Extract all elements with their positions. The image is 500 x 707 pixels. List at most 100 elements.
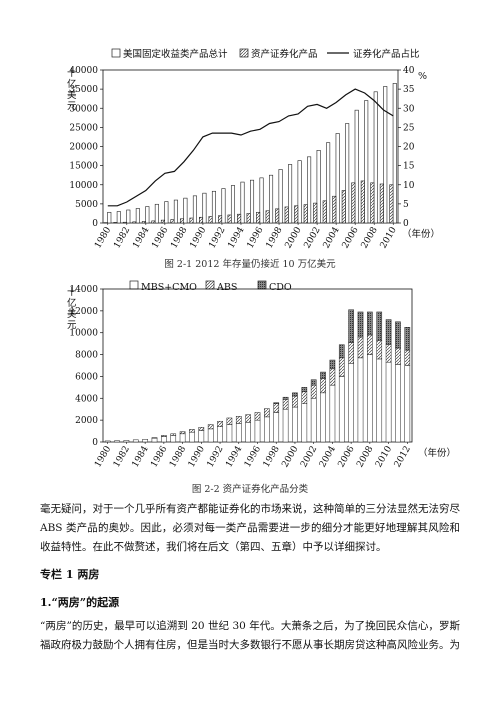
chart2-bar-abs: [179, 431, 186, 435]
chart1-bar-total: [297, 160, 302, 224]
chart2-bar-cdo: [357, 311, 364, 338]
chart1-bar-total: [145, 206, 150, 224]
chart1-bar-securitized: [141, 221, 146, 224]
chart1-bar-total: [335, 133, 340, 224]
chart1-bar-securitized: [256, 211, 261, 224]
chart2-bar-mbs-cmo: [189, 431, 195, 443]
chart2-bar-abs: [367, 334, 373, 355]
chart1-xtick-label: 2004: [322, 225, 342, 250]
body-paragraph-1: 毫无疑问，对于一个几乎所有资产都能证券化的市场来说，这种简单的三分法显然无法穷尽…: [40, 503, 460, 553]
chart1-xtick-label: 1988: [169, 225, 189, 250]
chart1-bar-total: [221, 188, 226, 224]
chart1-bar-total: [326, 142, 331, 224]
chart2-bar-abs: [292, 395, 298, 408]
chart2-bar-abs: [170, 433, 177, 436]
body-paragraph-2: “两房”的历史，最早可以追溯到 20 世纪 30 年代。大萧条之后，为了挽回民众…: [40, 620, 460, 651]
chart1-bar-total: [230, 185, 236, 224]
chart1-xtick-label: 2002: [303, 226, 323, 251]
chart2-bar-mbs-cmo: [179, 433, 186, 443]
chart1-xtick-label: 1986: [150, 225, 170, 250]
chart2-bar-cdo: [395, 321, 401, 349]
chart2-bar-abs: [320, 378, 326, 394]
chart1-xtick-label: 1982: [112, 226, 132, 251]
chart2-legend-cdo-swatch: [257, 280, 267, 290]
chart2-bars: [104, 309, 411, 443]
chart1-line: [107, 88, 394, 207]
chart2-bar-cdo: [338, 344, 345, 359]
chart2-bar-mbs-cmo: [142, 439, 148, 443]
chart1-bar-total: [154, 203, 159, 224]
chart2-bar-mbs-cmo: [338, 376, 345, 443]
chart1-bar-securitized: [284, 206, 289, 224]
chart1-xtick-label: 2008: [360, 225, 380, 250]
chart1-y2tick-label: 35: [403, 85, 415, 95]
figure-caption-1: 图 2-1 2012 年存量仍接近 10 万亿美元: [164, 259, 336, 270]
chart1-bar-securitized: [246, 213, 251, 224]
chart1-xtick-label: 1980: [93, 225, 113, 250]
chart2-bar-mbs-cmo: [114, 440, 120, 443]
chart1-xlabel: （年份）: [402, 228, 440, 240]
chart1-bar-total: [354, 109, 359, 224]
chart1-bar-securitized: [113, 222, 118, 224]
chart1-bar-total: [135, 208, 140, 224]
chart2-bar-mbs-cmo: [385, 361, 392, 443]
chart2-bar-mbs-cmo: [198, 430, 205, 443]
chart-securitization-categories: MBS+CMO ABS CDO 0 2000 4000 6000 8000 10000 1200…: [67, 280, 456, 470]
chart1-ytick-label: 25000: [69, 123, 98, 133]
chart1-bar-total: [126, 209, 131, 224]
chart1-bar-securitized: [132, 221, 137, 224]
chart1-xtick-label: 1998: [265, 225, 285, 250]
chart2-bar-mbs-cmo: [310, 398, 317, 443]
chart2-bar-abs: [357, 336, 364, 359]
chart2-ytick-label: 14000: [69, 285, 98, 295]
chart1-bar-total: [364, 100, 369, 224]
chart2-bar-abs: [207, 424, 214, 430]
chart1-bar-securitized: [379, 183, 384, 224]
chart2-bar-abs: [245, 414, 251, 423]
chart1-legend-securitized: 资产证券化产品: [251, 48, 318, 60]
chart1-ytick-label: 10000: [69, 181, 98, 191]
chart2-bar-abs: [310, 384, 317, 399]
chart2-ytick-label: 10000: [69, 329, 98, 339]
chart1-bar-securitized: [303, 204, 308, 224]
chart2-bar-abs: [198, 426, 205, 431]
chart1-bar-securitized: [389, 184, 394, 224]
chart2-bar-abs: [376, 340, 383, 360]
chart2-legend-mbs-cmo: MBS+CMO: [141, 282, 197, 293]
sidebar-heading: 专栏 1 两房: [40, 568, 100, 581]
chart1-y2tick-label: 5: [403, 200, 409, 210]
section-heading: 1.“两房”的起源: [40, 596, 120, 609]
chart1-ytick-label: 35000: [69, 85, 98, 95]
chart1-bar-securitized: [265, 210, 270, 224]
chart1-bar-total: [392, 83, 397, 224]
chart2-bar-abs: [264, 408, 270, 418]
chart1-bar-securitized: [370, 182, 375, 224]
chart2-bar-mbs-cmo: [320, 392, 326, 443]
chart1-bar-total: [240, 181, 245, 224]
chart2-bar-mbs-cmo: [226, 424, 233, 443]
chart2-bar-cdo: [404, 327, 411, 351]
chart1-bar-securitized: [179, 218, 184, 224]
chart2-bar-abs: [161, 435, 167, 437]
chart2-bar-mbs-cmo: [357, 357, 364, 443]
chart1-y2tick-label: 40: [403, 66, 415, 76]
chart2-xtick-label: 2002: [299, 445, 319, 470]
chart1-ytick-label: 0: [92, 219, 98, 229]
chart1-bar-total: [183, 197, 188, 224]
chart1-bar-total: [288, 164, 293, 224]
chart1-legend-swatch-securitized: [239, 48, 249, 58]
chart1-bar-securitized: [227, 214, 232, 224]
chart2-bar-mbs-cmo: [151, 437, 158, 443]
chart2-bar-mbs-cmo: [170, 435, 177, 443]
chart2-bar-cdo: [320, 371, 326, 379]
chart1-y2tick-label: 0: [403, 219, 409, 229]
chart1-ytick-label: 40000: [69, 66, 98, 76]
chart2-bar-mbs-cmo: [292, 406, 298, 443]
chart1-ytick-label: 15000: [69, 162, 98, 172]
chart2-bar-cdo: [329, 359, 336, 370]
chart2-bar-abs: [395, 347, 401, 365]
chart1-bar-securitized: [199, 216, 204, 224]
chart1-bar-securitized: [275, 208, 280, 224]
chart2-bar-mbs-cmo: [123, 440, 130, 443]
chart2-xtick-label: 2010: [374, 444, 394, 469]
